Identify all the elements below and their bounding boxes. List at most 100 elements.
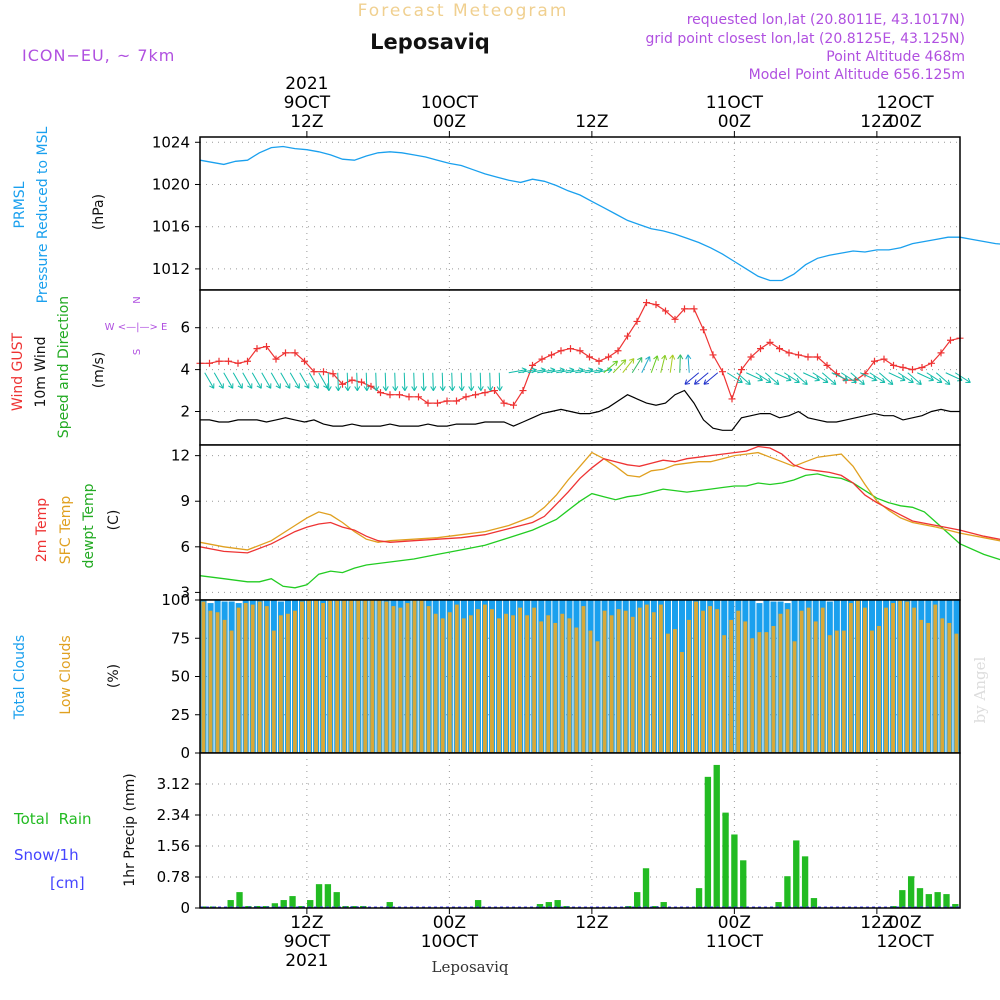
wind-arrow	[394, 372, 396, 391]
low-cloud-bar	[680, 652, 684, 753]
bottom-time-label: 11OCT	[706, 932, 764, 952]
wind-arrow	[498, 372, 501, 391]
low-cloud-bar	[870, 630, 874, 753]
low-cloud-bar	[602, 610, 607, 753]
wind-arrow-head	[677, 354, 684, 360]
top-time-label: 12Z	[860, 112, 893, 132]
wind-arrow	[346, 372, 349, 391]
snow-label: Snow/1h	[14, 846, 79, 864]
top-time-label: 00Z	[433, 112, 466, 132]
wind-arrow-head	[382, 386, 389, 391]
temperature-ytick-label: 12	[171, 447, 190, 465]
grid-point-coords: grid point closest lon,lat (20.8125E, 43…	[645, 31, 965, 47]
low-cloud-bar	[567, 618, 572, 753]
gust-marker	[567, 345, 574, 353]
wind-arrow	[726, 372, 743, 383]
low-cloud-bar	[771, 626, 776, 753]
low-cloud-bar	[715, 609, 720, 753]
rain-bar	[952, 904, 959, 908]
low-cloud-bar	[285, 613, 290, 753]
wind-arrow	[280, 372, 291, 389]
wind-arrow	[556, 369, 575, 374]
wind-arrow	[907, 372, 922, 385]
bottom-time-label: 9OCT	[284, 932, 331, 952]
gust-marker	[215, 357, 223, 365]
wind-ytick-label: 6	[180, 319, 190, 337]
wind-arrow-head	[411, 386, 418, 391]
low-cloud-bar	[862, 607, 867, 753]
low-cloud-bar	[792, 641, 797, 753]
low-cloud-bar	[278, 615, 283, 753]
low-cloud-bar	[630, 616, 635, 753]
low-cloud-bar	[729, 619, 734, 753]
low-cloud-bar	[701, 610, 705, 753]
low-cloud-bar	[848, 603, 853, 753]
wind-arrow	[746, 372, 763, 381]
gust-marker	[785, 349, 793, 357]
wind-arrow-head	[879, 377, 886, 384]
low-cloud-bar	[539, 621, 544, 753]
wind-arrow-head	[916, 379, 922, 386]
wind-arrow-head	[765, 377, 772, 384]
precip-ytick-label: 3.12	[157, 775, 190, 793]
wind-arrow	[840, 372, 857, 383]
wind-arrow-head	[661, 354, 668, 361]
compass-south: S	[132, 349, 143, 355]
wind-arrow	[622, 358, 635, 374]
wind-arrow	[356, 372, 358, 391]
gust-marker	[358, 378, 365, 386]
wind-arrow-head	[628, 358, 635, 364]
precip-panel: 0 0.78 1.56 2.34 3.12	[157, 752, 961, 917]
gust-marker	[766, 338, 774, 346]
low-cloud-bar	[349, 600, 354, 753]
low-cloud-bar	[377, 600, 382, 753]
rain-bar	[651, 906, 659, 908]
gust-marker	[747, 353, 755, 361]
gust-marker	[643, 299, 650, 307]
point-altitude: Point Altitude 468m	[826, 49, 965, 65]
wind-arrow	[703, 372, 719, 385]
precip-ytick-label: 1.56	[157, 837, 190, 855]
low-cloud-bar	[490, 609, 494, 753]
wind-gust-label: Wind GUST	[10, 332, 26, 411]
gust-marker	[700, 326, 707, 334]
rain-bar	[536, 904, 544, 908]
rain-bar	[307, 900, 314, 908]
wind-arrow	[251, 372, 262, 389]
rain-bar	[943, 894, 950, 908]
rain-bar	[271, 903, 279, 908]
low-cloud-bar	[222, 619, 227, 753]
rain-bar	[554, 900, 561, 908]
temperature-ytick-label: 6	[180, 538, 190, 556]
wind-arrow	[327, 372, 330, 391]
wind-arrow-head	[871, 375, 877, 382]
pressure-background	[200, 137, 960, 290]
wind-arrow	[289, 372, 300, 389]
precip-ytick-label: 0.78	[157, 868, 190, 886]
gust-marker	[823, 361, 831, 369]
wind-arrow-head	[637, 357, 643, 363]
gust-marker	[605, 353, 612, 361]
gust-marker	[481, 389, 489, 397]
precip-border	[199, 752, 961, 909]
wind-arrow	[764, 372, 780, 385]
wind-arrow-head	[928, 375, 934, 382]
low-cloud-bar	[553, 622, 558, 753]
pressure-reduced-label: Pressure Reduced to MSL	[35, 126, 51, 303]
bottom-time-label: 12Z	[575, 913, 608, 933]
wind-arrow	[365, 372, 368, 391]
wind-arrow-head	[285, 383, 291, 389]
low-cloud-bar	[743, 621, 748, 753]
low-cloud-bar	[750, 638, 755, 753]
gust-marker	[462, 393, 470, 401]
gust-marker	[339, 380, 346, 388]
compass-icon: N W <—|—> E S	[105, 296, 168, 355]
wind-arrow-head	[468, 386, 475, 391]
wind-10m-label: 10m Wind	[33, 336, 49, 407]
low-cloud-bar	[342, 600, 347, 753]
gust-marker	[576, 347, 584, 355]
low-cloud-bar	[447, 612, 452, 753]
wind-arrow	[660, 355, 666, 373]
gust-marker	[899, 364, 907, 371]
